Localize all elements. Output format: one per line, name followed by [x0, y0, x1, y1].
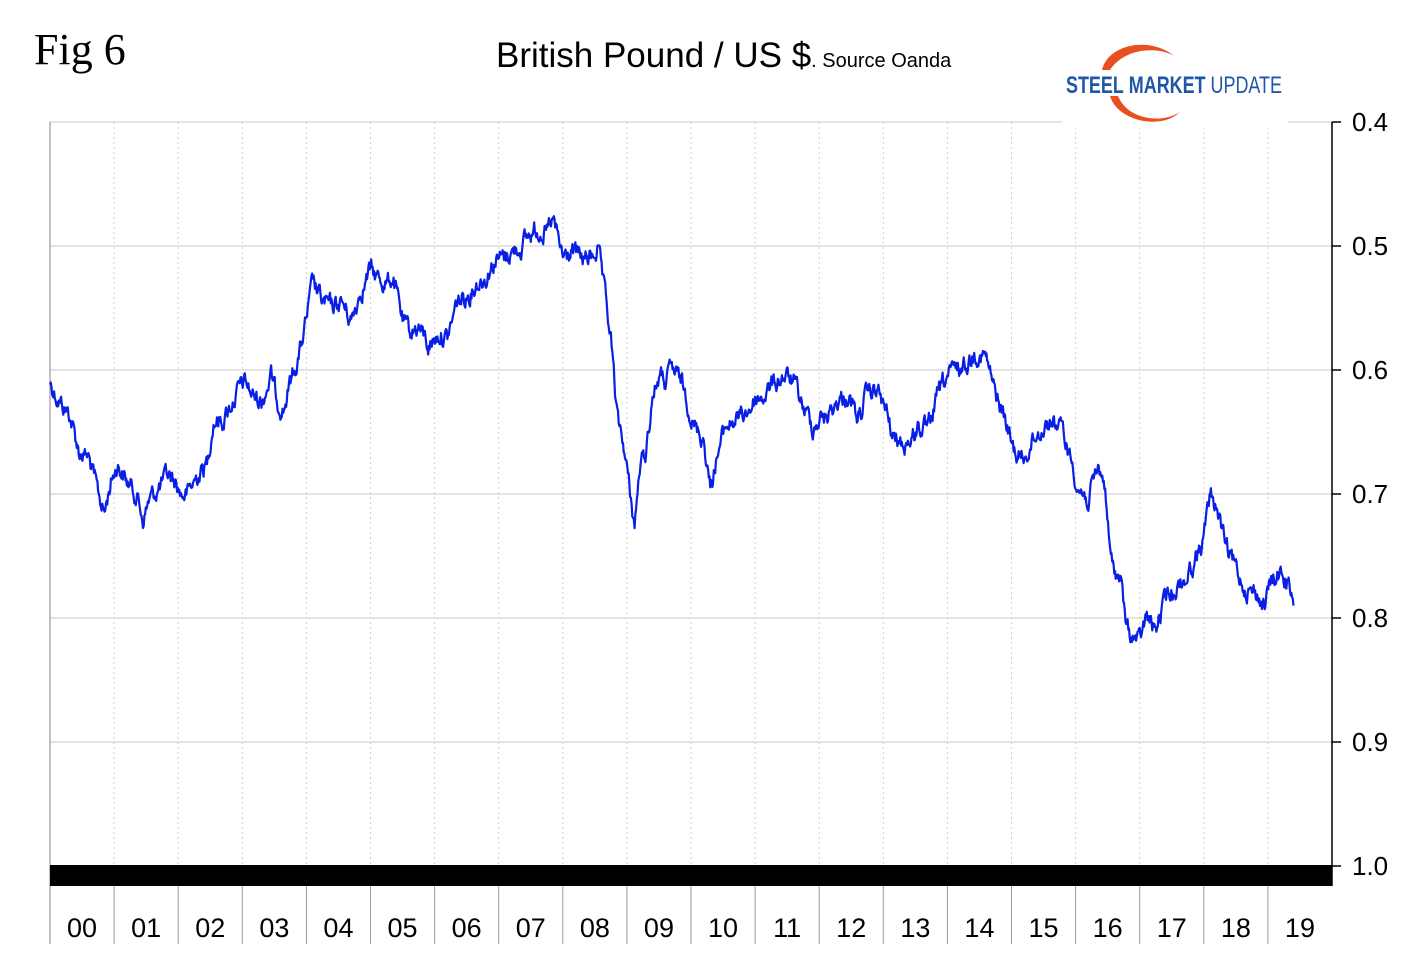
- x-axis: 00 01 02 03 04 05 06 07 08 09 10 11 12 13 14 15 16 17 18 19: [67, 913, 1315, 943]
- y-tick-label: 0.5: [1352, 231, 1388, 261]
- logo-swoosh-bottom: [1110, 96, 1180, 122]
- series-line: [48, 215, 1295, 644]
- x-tick-label: 12: [836, 913, 866, 943]
- x-tick-label: 05: [388, 913, 418, 943]
- logo-swoosh-top: [1102, 44, 1174, 70]
- x-tick-label: 03: [259, 913, 289, 943]
- x-tick-label: 02: [195, 913, 225, 943]
- grid-lines: [50, 121, 1332, 944]
- y-tick-label: 0.7: [1352, 479, 1388, 509]
- x-tick-label: 06: [452, 913, 482, 943]
- x-tick-label: 17: [1157, 913, 1187, 943]
- x-tick-label: 10: [708, 913, 738, 943]
- plot-frame: [49, 122, 1333, 944]
- x-tick-label: 00: [67, 913, 97, 943]
- x-tick-label: 01: [131, 913, 161, 943]
- y-tick-label: 0.8: [1352, 603, 1388, 633]
- bottom-band: [50, 865, 1332, 886]
- x-tick-label: 14: [964, 913, 994, 943]
- logo: STEEL MARKET UPDATE: [1062, 38, 1288, 128]
- y-tick-label: 1.0: [1352, 851, 1388, 881]
- chart-title: British Pound / US $. Source Oanda: [496, 34, 951, 85]
- chart-title-source: . Source Oanda: [811, 50, 952, 72]
- y-axis: 0.4 0.5 0.6 0.7 0.8 0.9 1.0: [1332, 107, 1388, 881]
- chart-title-main: British Pound / US $: [496, 36, 812, 75]
- y-tick-label: 0.4: [1352, 107, 1388, 137]
- x-tick-label: 13: [900, 913, 930, 943]
- figure-label: Fig 6: [34, 25, 126, 74]
- y-tick-label: 0.9: [1352, 727, 1388, 757]
- x-tick-label: 19: [1285, 913, 1315, 943]
- x-tick-label: 08: [580, 913, 610, 943]
- x-tick-label: 07: [516, 913, 546, 943]
- x-tick-label: 09: [644, 913, 674, 943]
- logo-text: STEEL MARKET UPDATE: [1066, 72, 1282, 99]
- y-tick-label: 0.6: [1352, 355, 1388, 385]
- x-tick-label: 15: [1029, 913, 1059, 943]
- x-tick-label: 11: [773, 913, 801, 943]
- x-tick-label: 04: [323, 913, 353, 943]
- x-tick-label: 16: [1093, 913, 1123, 943]
- x-tick-label: 18: [1221, 913, 1251, 943]
